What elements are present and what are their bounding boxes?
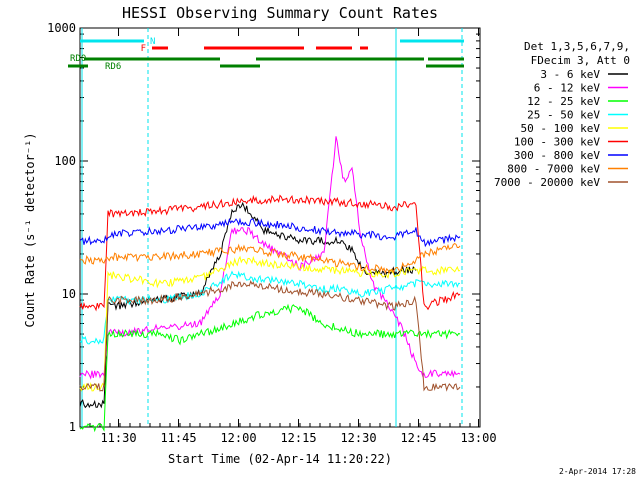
status-bar-label: RD6 [105, 62, 121, 72]
x-axis-label: Start Time (02-Apr-14 11:20:22) [168, 452, 392, 466]
x-tick-label: 12:15 [280, 431, 316, 445]
series-line [79, 303, 461, 433]
x-tick-label: 12:00 [220, 431, 256, 445]
y-tick-label: 100 [54, 154, 76, 168]
series-line [79, 136, 461, 380]
axis-ticks: 11:30 11:45 12:00 12:15 12:30 12:45 13:00 1 10 10… [47, 21, 496, 445]
x-tick-label: 13:00 [460, 431, 496, 445]
legend-item-label: 300 - 800 keV [514, 149, 600, 162]
status-bars: NF RD0 RD6 [68, 37, 464, 72]
legend: Det 1,3,5,6,7,9, FDecim 3, Att 0 3 - 6 k… [494, 40, 630, 189]
status-bar-label: F [141, 44, 146, 54]
chart-title: HESSI Observing Summary Count Rates [122, 4, 438, 22]
legend-item-label: 6 - 12 keV [534, 82, 601, 95]
y-axis-label: Count Rate (s⁻¹ detector⁻¹) [23, 132, 37, 327]
x-tick-label: 12:45 [400, 431, 436, 445]
legend-item-label: 7000 - 20000 keV [494, 176, 600, 189]
plot-area [79, 27, 481, 428]
status-bar-label: N [150, 37, 155, 47]
status-bar-label: RD0 [70, 54, 86, 64]
x-tick-label: 11:45 [160, 431, 196, 445]
y-tick-label: 10 [62, 287, 76, 301]
legend-item-label: 3 - 6 keV [540, 68, 600, 81]
series-line [79, 217, 461, 248]
series-line [79, 270, 461, 345]
legend-item-label: 12 - 25 keV [527, 95, 600, 108]
y-tick-label: 1 [69, 420, 76, 434]
event-lines [81, 28, 463, 427]
series-line [79, 243, 461, 275]
legend-item-label: 800 - 7000 keV [507, 163, 600, 176]
series-line [79, 194, 461, 312]
legend-header-1: Det 1,3,5,6,7,9, [524, 40, 630, 53]
series-lines [79, 136, 461, 433]
series-line [79, 255, 461, 392]
y-tick-label: 1000 [47, 21, 76, 35]
legend-item-label: 50 - 100 keV [521, 122, 601, 135]
legend-header-2: FDecim 3, Att 0 [531, 54, 630, 67]
legend-item-label: 25 - 50 keV [527, 109, 600, 122]
x-tick-label: 12:30 [340, 431, 376, 445]
x-tick-label: 11:30 [100, 431, 136, 445]
legend-item-label: 100 - 300 keV [514, 136, 600, 149]
series-line [79, 279, 461, 392]
footer-date: 2-Apr-2014 17:28 [559, 467, 636, 476]
series-line [79, 201, 417, 409]
